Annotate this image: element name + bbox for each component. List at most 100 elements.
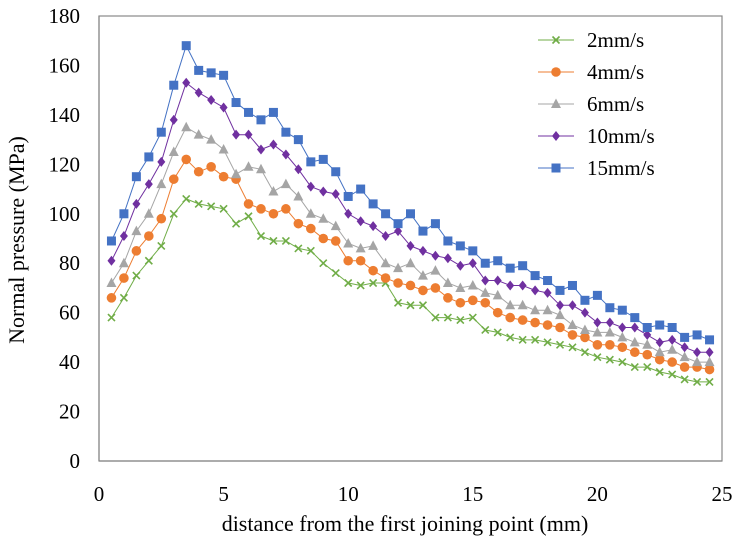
series-15mm-s [106, 41, 715, 345]
legend-item: 2mm/s [538, 28, 644, 52]
data-point [617, 305, 627, 315]
data-point [281, 236, 290, 246]
series-10mm-s [107, 77, 714, 358]
y-tick-label: 80 [59, 251, 80, 275]
data-point [281, 127, 291, 137]
data-point [430, 265, 441, 275]
data-point [207, 95, 216, 106]
data-point [381, 209, 391, 219]
legend: 2mm/s 4mm/s 6mm/s 10mm/s 15mm/s [538, 28, 655, 180]
data-point [268, 186, 279, 196]
data-point [143, 208, 154, 218]
data-point [106, 277, 117, 287]
data-point [306, 157, 316, 167]
data-point [305, 208, 316, 218]
data-point [505, 299, 516, 310]
data-point [280, 178, 291, 189]
data-point [119, 293, 128, 302]
data-point [355, 255, 366, 266]
data-point [468, 313, 477, 322]
data-point [417, 270, 428, 280]
data-point [481, 275, 490, 286]
data-point [268, 107, 278, 117]
series-4mm-s [106, 154, 715, 375]
data-point [193, 129, 204, 139]
data-point [705, 335, 715, 345]
data-point [331, 189, 340, 199]
data-point [156, 127, 166, 137]
data-point [182, 194, 191, 204]
data-point [517, 299, 528, 310]
data-point [119, 231, 128, 242]
series-2mm-s [107, 194, 714, 386]
data-point [693, 347, 702, 358]
data-point [181, 41, 191, 51]
data-point [518, 335, 527, 344]
data-point [679, 362, 690, 372]
data-point [543, 287, 552, 298]
data-point [256, 231, 266, 241]
data-point [119, 209, 129, 219]
data-point [293, 190, 304, 201]
data-point [442, 277, 453, 287]
data-point [518, 280, 527, 291]
x-tick-label: 25 [712, 482, 733, 506]
data-point [256, 144, 265, 155]
data-point [642, 349, 653, 360]
data-point [667, 323, 677, 332]
data-point [243, 161, 254, 171]
data-point [207, 202, 216, 211]
data-point [592, 340, 603, 350]
data-point [107, 313, 116, 322]
data-point [629, 336, 640, 347]
data-point [406, 240, 415, 251]
data-point [344, 208, 353, 219]
data-point [443, 253, 452, 264]
data-point [244, 107, 254, 117]
data-point [231, 219, 241, 228]
data-point [468, 258, 477, 269]
data-point [655, 337, 664, 348]
data-point [405, 280, 416, 291]
data-point [580, 348, 590, 357]
data-point [493, 328, 502, 337]
data-point [493, 275, 502, 286]
data-point [467, 279, 478, 290]
data-point [106, 236, 116, 246]
data-point [393, 278, 403, 288]
y-axis-title: Normal pressure (MPa) [4, 136, 29, 344]
legend-item: 15mm/s [538, 156, 655, 180]
data-point [206, 68, 216, 78]
y-tick-label: 0 [70, 449, 81, 473]
data-point [530, 304, 541, 315]
data-point [481, 325, 490, 335]
data-point [194, 65, 204, 75]
data-point [256, 204, 266, 214]
data-point [567, 330, 578, 340]
data-point [232, 129, 241, 140]
data-point [156, 178, 167, 189]
data-point [269, 139, 278, 150]
data-point [132, 271, 141, 280]
data-point [605, 317, 614, 328]
x-tick-label: 0 [94, 482, 105, 506]
data-point [318, 154, 328, 164]
data-point [219, 204, 228, 213]
data-point [604, 326, 615, 337]
data-point [319, 259, 328, 268]
data-point [405, 257, 416, 268]
data-point [431, 313, 440, 322]
data-point [667, 357, 677, 367]
x-axis-title: distance from the first joining point (m… [222, 511, 589, 536]
data-point [219, 70, 229, 80]
data-point [193, 166, 204, 177]
data-point [530, 317, 540, 328]
data-point [380, 273, 391, 283]
data-point [455, 297, 466, 308]
data-point [667, 344, 678, 354]
y-tick-label: 40 [59, 350, 80, 374]
data-point [119, 273, 129, 283]
data-point [169, 114, 178, 125]
data-point [492, 307, 503, 318]
data-point [642, 323, 652, 332]
